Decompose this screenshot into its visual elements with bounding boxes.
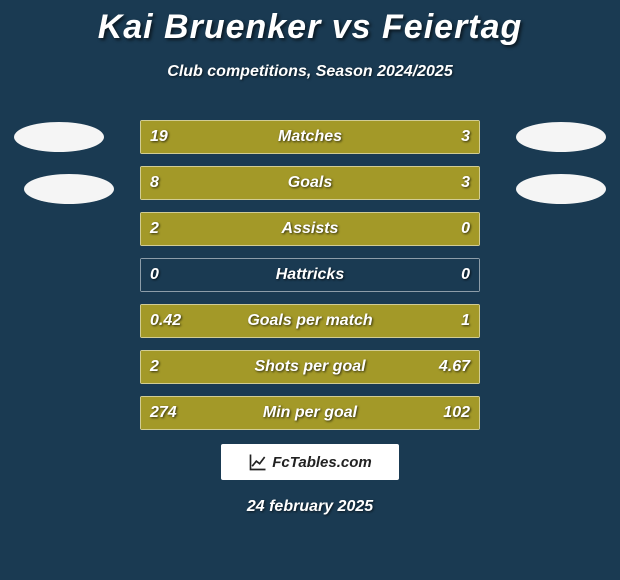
stat-row: 20Assists xyxy=(140,212,480,246)
right-player-crest-2 xyxy=(516,174,606,204)
stat-row: 24.67Shots per goal xyxy=(140,350,480,384)
right-player-crest-1 xyxy=(516,122,606,152)
comparison-canvas: Kai Bruenker vs Feiertag Club competitio… xyxy=(0,0,620,580)
stat-row: 274102Min per goal xyxy=(140,396,480,430)
stat-label: Shots per goal xyxy=(140,350,480,384)
stat-row: 00Hattricks xyxy=(140,258,480,292)
stat-label: Min per goal xyxy=(140,396,480,430)
left-player-crest-1 xyxy=(14,122,104,152)
stat-bars: 193Matches 83Goals 20Assists 00Hattricks 0.4… xyxy=(140,120,480,442)
left-player-crest-2 xyxy=(24,174,114,204)
source-logo-text: FcTables.com xyxy=(272,454,371,471)
stat-row: 193Matches xyxy=(140,120,480,154)
date-line: 24 february 2025 xyxy=(0,498,620,516)
chart-icon xyxy=(248,452,268,472)
stat-label: Hattricks xyxy=(140,258,480,292)
page-title: Kai Bruenker vs Feiertag xyxy=(0,0,620,47)
stat-label: Goals per match xyxy=(140,304,480,338)
stat-row: 83Goals xyxy=(140,166,480,200)
stat-label: Matches xyxy=(140,120,480,154)
source-logo: FcTables.com xyxy=(221,444,399,480)
stat-label: Assists xyxy=(140,212,480,246)
stat-label: Goals xyxy=(140,166,480,200)
page-subtitle: Club competitions, Season 2024/2025 xyxy=(0,63,620,81)
stat-row: 0.421Goals per match xyxy=(140,304,480,338)
